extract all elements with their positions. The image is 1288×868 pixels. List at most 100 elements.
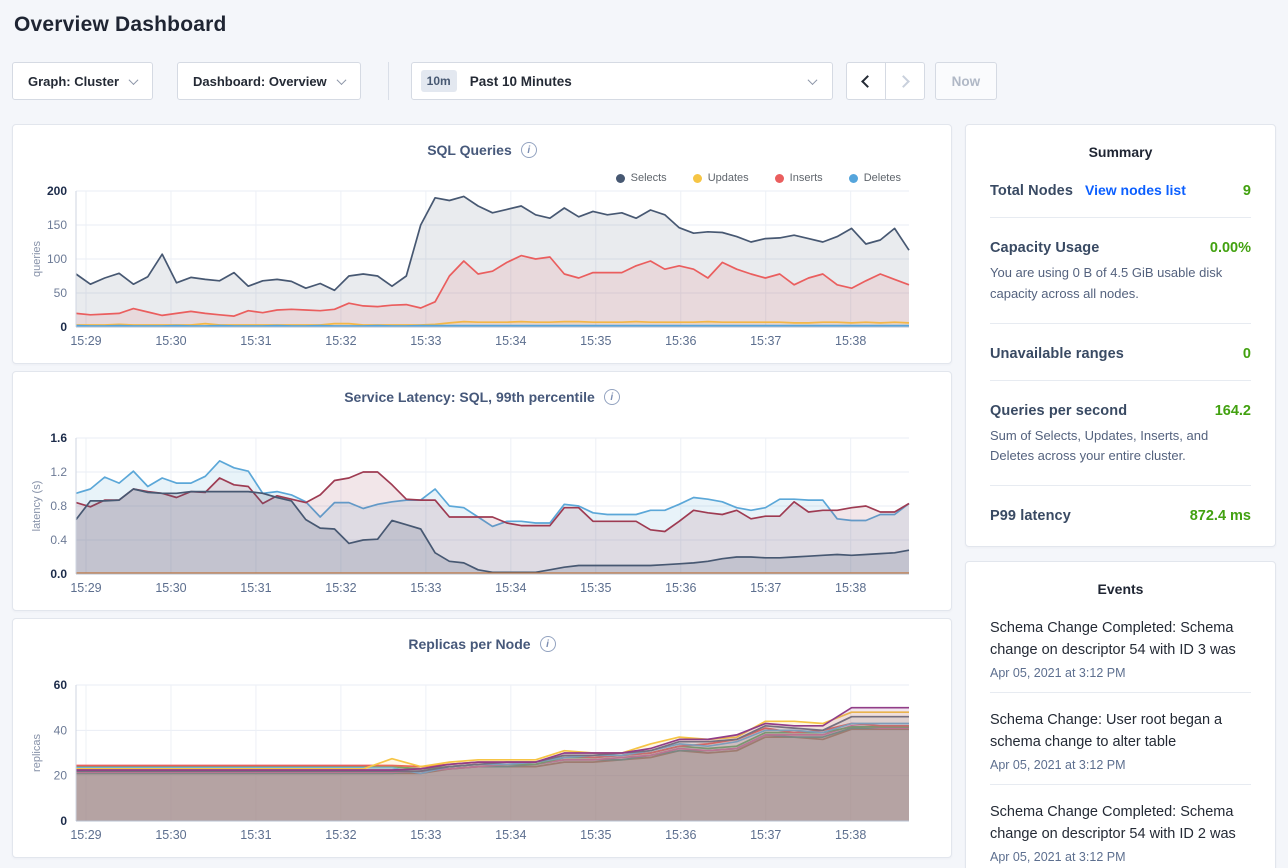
summary-row-unavailable-ranges: Unavailable ranges 0 [990,346,1251,362]
legend-dot-icon [848,173,858,183]
event-message: Schema Change Completed: Schema change o… [989,804,1236,843]
info-icon[interactable]: i [603,389,620,405]
svg-text:15:35: 15:35 [580,581,611,595]
svg-text:50: 50 [54,286,68,300]
legend-item: Updates [692,172,749,184]
event-message: Schema Change: User root began a schema … [989,712,1223,751]
event-timestamp: Apr 05, 2021 at 3:12 PM [989,850,1126,865]
view-nodes-link[interactable]: View nodes list [1085,182,1186,198]
svg-text:15:35: 15:35 [580,334,611,348]
svg-text:15:32: 15:32 [325,828,356,842]
legend-label: Inserts [789,172,823,184]
svg-text:15:34: 15:34 [495,581,526,595]
svg-text:15:38: 15:38 [835,828,866,842]
svg-text:15:34: 15:34 [495,828,526,842]
summary-row-total-nodes: Total Nodes View nodes list 9 [990,182,1251,199]
legend-item: Selects [615,172,667,184]
unavailable-ranges-label: Unavailable ranges [989,345,1124,362]
time-range-badge: 10m [420,70,457,92]
svg-text:40: 40 [54,723,68,737]
graph-dropdown[interactable]: Graph: Cluster [12,62,154,100]
summary-panel: Summary Total Nodes View nodes list 9 Ca… [964,124,1276,548]
svg-text:15:36: 15:36 [665,581,696,595]
toolbar-divider [387,62,389,100]
chart-title: SQL Queries [427,142,512,158]
event-item: Schema Change: User root began a schema … [989,692,1251,784]
event-item: Schema Change Completed: Schema change o… [990,601,1251,692]
chart-title: Service Latency: SQL, 99th percentile [344,389,595,405]
summary-title: Summary [1088,144,1153,160]
legend-label: Deletes [863,172,901,184]
service-latency-chart-canvas: 0.0 0.4 0.8 1.2 1.6 15:29 15:30 15:31 15:32 15:33… [31,431,910,595]
svg-text:15:36: 15:36 [665,334,696,348]
legend-item: Inserts [774,172,823,184]
capacity-usage-label: Capacity Usage [989,240,1100,256]
svg-text:0: 0 [60,814,67,828]
chevron-down-icon [807,74,818,85]
svg-text:20: 20 [54,769,68,783]
svg-text:15:37: 15:37 [750,581,781,595]
svg-text:15:32: 15:32 [325,334,356,348]
next-range-button[interactable] [884,62,925,100]
total-nodes-value: 9 [1242,183,1251,199]
info-icon[interactable]: i [520,142,537,158]
page-title: Overview Dashboard [14,13,227,36]
legend-label: Selects [630,172,667,184]
p99-latency-label: P99 latency [989,508,1071,525]
svg-text:200: 200 [47,184,67,198]
divider [989,217,1251,218]
svg-text:15:35: 15:35 [580,828,611,842]
svg-text:15:30: 15:30 [155,828,186,842]
unavailable-ranges-value: 0 [1242,345,1251,362]
svg-text:15:36: 15:36 [665,828,696,842]
divider [989,485,1251,487]
svg-text:60: 60 [54,678,68,692]
events-title: Events [1097,581,1144,598]
toolbar: Graph: Cluster Dashboard: Overview 10m P… [12,62,1276,100]
qps-description: Sum of Selects, Updates, Inserts, and De… [989,427,1209,464]
svg-text:15:31: 15:31 [240,334,271,348]
svg-text:1.6: 1.6 [50,431,67,445]
svg-text:15:31: 15:31 [240,828,271,842]
dashboard-dropdown[interactable]: Dashboard: Overview [177,62,361,100]
qps-label: Queries per second [989,402,1128,419]
divider [989,322,1251,324]
p99-latency-value: 872.4 ms [1189,508,1251,525]
svg-text:latency (s): latency (s) [31,481,43,532]
replicas-per-node-chart-card: Replicas per Node i 0 20 40 60 15:29 15:30 15:… [12,618,952,858]
time-range-selector[interactable]: 10m Past 10 Minutes [410,62,833,100]
svg-text:15:33: 15:33 [410,334,441,348]
event-message: Schema Change Completed: Schema change o… [989,620,1236,659]
chevron-right-icon [896,74,910,88]
dashboard-dropdown-label: Dashboard: Overview [193,73,327,89]
legend-item: Deletes [848,172,901,184]
svg-text:150: 150 [47,218,67,232]
svg-text:0.8: 0.8 [50,499,67,513]
info-icon[interactable]: i [539,636,556,652]
summary-row-capacity: Capacity Usage 0.00% [990,240,1251,256]
svg-text:15:38: 15:38 [835,581,866,595]
svg-text:15:33: 15:33 [410,581,441,595]
svg-text:15:33: 15:33 [410,828,441,842]
replicas-chart-canvas: 0 20 40 60 15:29 15:30 15:31 15:32 15:33 15:34 15:… [31,678,909,842]
summary-row-qps: Queries per second 164.2 [990,403,1251,419]
event-item: Schema Change Completed: Schema change o… [989,784,1251,868]
svg-text:100: 100 [47,252,67,266]
total-nodes-label: Total Nodes [989,183,1073,199]
summary-row-p99: P99 latency 872.4 ms [990,508,1251,524]
capacity-usage-description: You are using 0 B of 4.5 GiB usable disk… [989,265,1223,301]
svg-text:0.4: 0.4 [50,533,67,547]
event-timestamp: Apr 05, 2021 at 3:12 PM [989,666,1126,681]
chevron-down-icon [336,74,347,85]
svg-text:15:37: 15:37 [750,828,781,842]
legend-label: Updates [707,172,749,184]
chart-legend: Selects Updates Inserts Deletes [615,172,901,184]
events-panel: Events Schema Change Completed: Schema c… [964,561,1276,868]
prev-range-button[interactable] [845,62,886,100]
chevron-down-icon [128,74,139,85]
now-button[interactable]: Now [934,62,998,100]
capacity-usage-value: 0.00% [1209,240,1251,256]
graph-dropdown-label: Graph: Cluster [28,73,120,89]
legend-dot-icon [615,173,625,183]
